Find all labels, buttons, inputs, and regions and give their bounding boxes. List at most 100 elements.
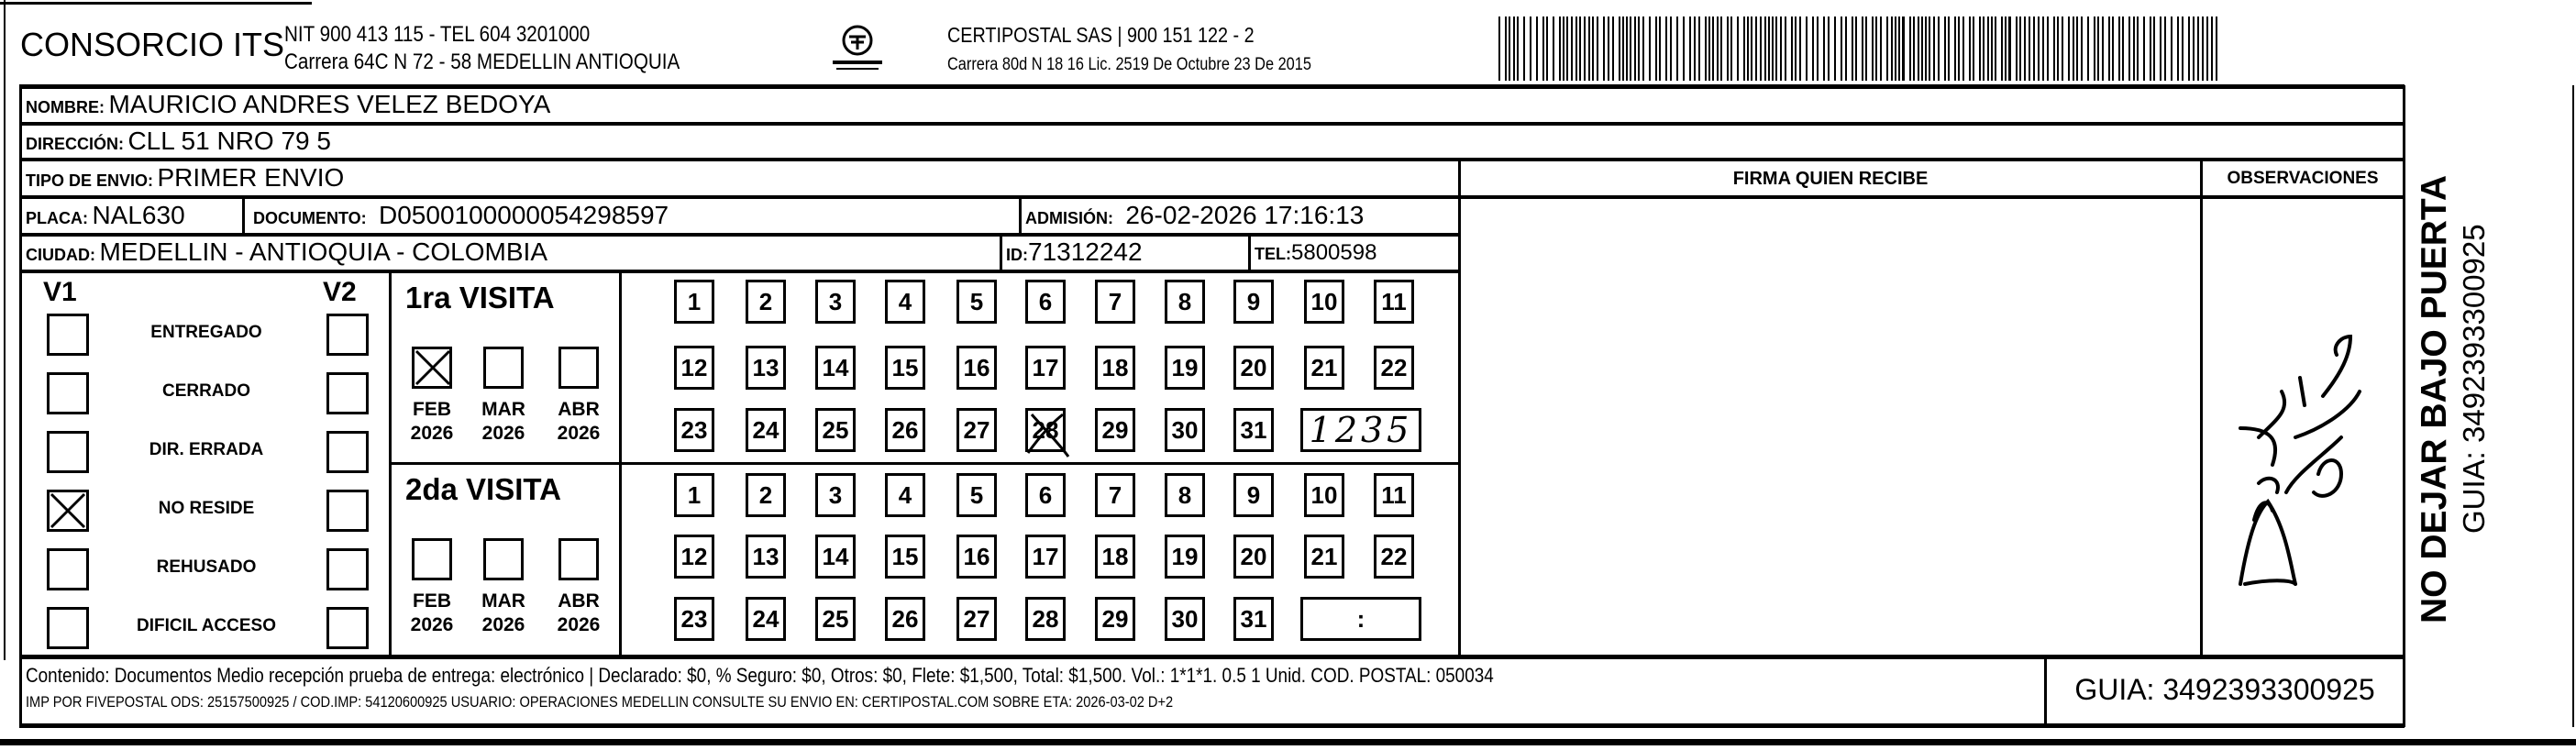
day-box[interactable]: 12 <box>674 346 714 390</box>
month-checkbox[interactable] <box>483 538 524 580</box>
day-box[interactable]: 8 <box>1165 280 1205 324</box>
day-box[interactable]: 30 <box>1165 597 1205 641</box>
day-box[interactable]: 26 <box>885 408 925 452</box>
day-box[interactable]: 13 <box>746 535 786 579</box>
time-box[interactable]: : <box>1300 597 1421 641</box>
day-box[interactable]: 21 <box>1304 346 1344 390</box>
day-box[interactable]: 4 <box>885 280 925 324</box>
day-box[interactable]: 15 <box>885 535 925 579</box>
day-box[interactable]: 12 <box>674 535 714 579</box>
day-box[interactable]: 18 <box>1095 535 1135 579</box>
day-box[interactable]: 29 <box>1095 408 1135 452</box>
barcode-bar <box>1517 17 1519 81</box>
v2-checkbox[interactable] <box>326 548 369 590</box>
day-box[interactable]: 31 <box>1233 597 1274 641</box>
day-box[interactable]: 8 <box>1165 473 1205 517</box>
day-box[interactable]: 10 <box>1304 280 1344 324</box>
month-checkbox[interactable] <box>412 538 452 580</box>
barcode-bar <box>1513 17 1515 81</box>
v2-checkbox[interactable] <box>326 314 369 356</box>
v1-checkbox[interactable] <box>47 548 89 590</box>
v2-checkbox[interactable] <box>326 372 369 414</box>
day-box[interactable]: 14 <box>815 346 856 390</box>
day-box[interactable]: 5 <box>956 280 997 324</box>
day-box[interactable]: 22 <box>1374 346 1414 390</box>
day-box[interactable]: 24 <box>746 597 786 641</box>
barcode-bar <box>2171 17 2172 81</box>
month-checkbox[interactable] <box>412 347 452 389</box>
day-box[interactable]: 28 <box>1025 408 1070 458</box>
v2-checkbox[interactable] <box>326 431 369 473</box>
col-divider <box>2200 160 2203 657</box>
time-box[interactable]: 1235 <box>1300 408 1421 452</box>
day-box[interactable]: 2 <box>746 280 786 324</box>
barcode-bar <box>2137 17 2139 81</box>
day-box[interactable]: 14 <box>815 535 856 579</box>
day-box[interactable]: 23 <box>674 408 714 452</box>
barcode-bar <box>2001 17 2003 81</box>
day-box[interactable]: 25 <box>815 597 856 641</box>
day-box[interactable]: 9 <box>1233 473 1274 517</box>
day-box[interactable]: 18 <box>1095 346 1135 390</box>
barcode-bar <box>1929 17 1930 81</box>
documento-value: D0500100000054298597 <box>379 201 669 229</box>
v1-checkbox[interactable] <box>47 607 89 649</box>
barcode-bar <box>1698 17 1700 81</box>
day-box[interactable]: 21 <box>1304 535 1344 579</box>
day-box[interactable]: 5 <box>956 473 997 517</box>
day-box[interactable]: 1 <box>674 473 714 517</box>
day-box[interactable]: 17 <box>1025 535 1066 579</box>
v1-checkbox[interactable] <box>47 490 89 532</box>
day-box[interactable]: 31 <box>1233 408 1274 452</box>
day-box[interactable]: 23 <box>674 597 714 641</box>
day-box[interactable]: 3 <box>815 473 856 517</box>
day-box[interactable]: 16 <box>956 346 997 390</box>
signature-area[interactable] <box>1462 199 2199 655</box>
day-box[interactable]: 6 <box>1025 473 1066 517</box>
day-box[interactable]: 30 <box>1165 408 1205 452</box>
day-box[interactable]: 15 <box>885 346 925 390</box>
day-box[interactable]: 16 <box>956 535 997 579</box>
day-box[interactable]: 3 <box>815 280 856 324</box>
day-box[interactable]: 19 <box>1165 346 1205 390</box>
day-box[interactable]: 1 <box>674 280 714 324</box>
v1-checkbox[interactable] <box>47 372 89 414</box>
day-box[interactable]: 27 <box>956 408 997 452</box>
day-box[interactable]: 28 <box>1025 597 1066 641</box>
day-box[interactable]: 11 <box>1374 280 1414 324</box>
barcode-bar <box>2128 17 2130 81</box>
day-box[interactable]: 20 <box>1233 535 1274 579</box>
month-checkbox[interactable] <box>558 538 599 580</box>
day-box[interactable]: 29 <box>1095 597 1135 641</box>
day-box[interactable]: 20 <box>1233 346 1274 390</box>
day-box[interactable]: 7 <box>1095 473 1135 517</box>
row-divider <box>19 195 2405 199</box>
month-checkbox[interactable] <box>483 347 524 389</box>
day-box[interactable]: 22 <box>1374 535 1414 579</box>
day-box[interactable]: 9 <box>1233 280 1274 324</box>
v1-checkbox[interactable] <box>47 431 89 473</box>
form-right-border <box>2403 85 2405 727</box>
v1-checkbox[interactable] <box>47 314 89 356</box>
barcode-bar <box>1987 17 1989 81</box>
day-box[interactable]: 19 <box>1165 535 1205 579</box>
day-box[interactable]: 26 <box>885 597 925 641</box>
day-box[interactable]: 6 <box>1025 280 1066 324</box>
month-checkbox[interactable] <box>558 347 599 389</box>
day-box[interactable]: 11 <box>1374 473 1414 517</box>
v2-checkbox[interactable] <box>326 490 369 532</box>
day-box[interactable]: 7 <box>1095 280 1135 324</box>
day-box[interactable]: 27 <box>956 597 997 641</box>
day-box[interactable]: 2 <box>746 473 786 517</box>
day-box[interactable]: 10 <box>1304 473 1344 517</box>
barcode-bar <box>2102 17 2104 81</box>
cross-out-mark-icon <box>1026 413 1070 458</box>
day-box[interactable]: 24 <box>746 408 786 452</box>
day-box[interactable]: 13 <box>746 346 786 390</box>
v2-checkbox[interactable] <box>326 607 369 649</box>
barcode-bar <box>1638 17 1640 81</box>
day-box[interactable]: 25 <box>815 408 856 452</box>
day-box[interactable]: 4 <box>885 473 925 517</box>
x-mark-icon <box>415 349 451 386</box>
day-box[interactable]: 17 <box>1025 346 1066 390</box>
